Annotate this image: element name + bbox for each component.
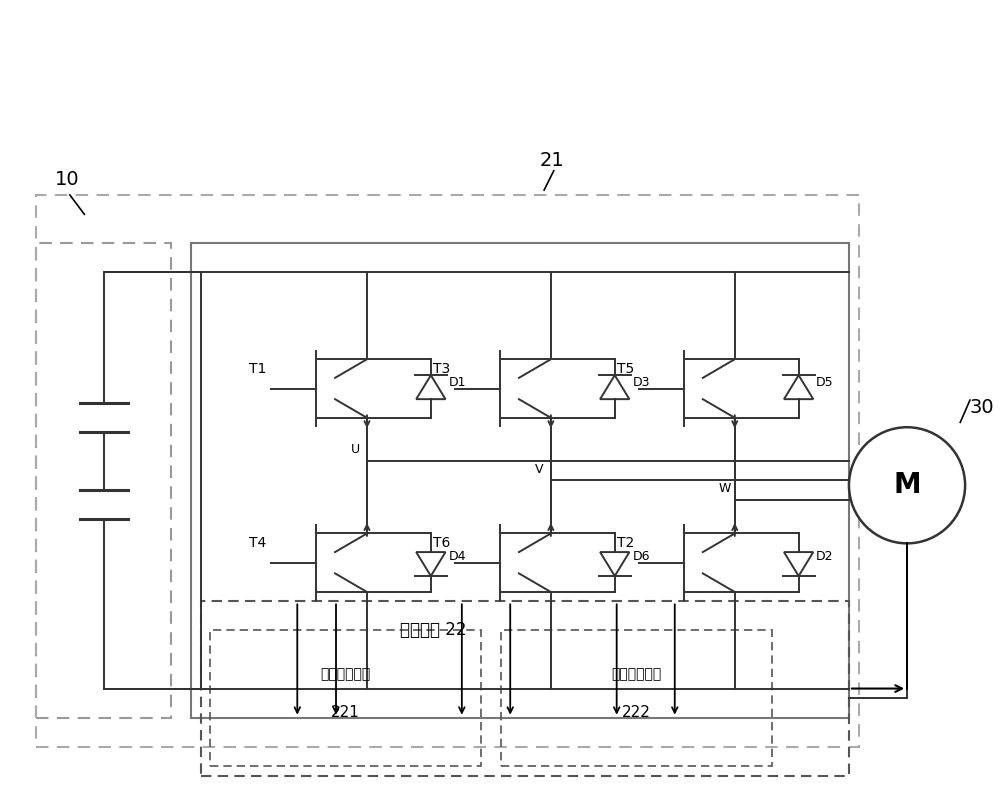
Text: 21: 21 [539, 151, 564, 170]
Text: 10: 10 [55, 170, 80, 189]
Text: 30: 30 [970, 398, 995, 417]
Text: D2: D2 [816, 550, 834, 563]
Text: V: V [535, 463, 543, 476]
Bar [201, 601, 849, 776]
Text: T2: T2 [617, 536, 634, 549]
Text: 电动控制单元: 电动控制单元 [321, 667, 371, 681]
Text: D4: D4 [448, 550, 466, 563]
Text: D6: D6 [632, 550, 650, 563]
Text: 221: 221 [331, 705, 360, 720]
Text: 制动控制单元: 制动控制单元 [611, 667, 661, 681]
Bar [210, 630, 481, 766]
Bar [36, 195, 859, 747]
Text: W: W [719, 482, 731, 495]
Text: D5: D5 [816, 376, 834, 389]
Text: M: M [893, 471, 921, 499]
Text: U: U [351, 444, 360, 457]
Text: 222: 222 [622, 705, 650, 720]
Text: T4: T4 [249, 536, 266, 549]
Text: T3: T3 [433, 361, 450, 376]
Text: T1: T1 [249, 361, 266, 376]
Text: D3: D3 [632, 376, 650, 389]
Circle shape [849, 427, 965, 543]
Text: T5: T5 [617, 361, 634, 376]
Text: T6: T6 [433, 536, 450, 549]
Bar [191, 243, 849, 718]
Text: D1: D1 [448, 376, 466, 389]
Text: 控制模块 22: 控制模块 22 [400, 621, 467, 639]
Bar [501, 630, 772, 766]
Bar [36, 243, 171, 718]
